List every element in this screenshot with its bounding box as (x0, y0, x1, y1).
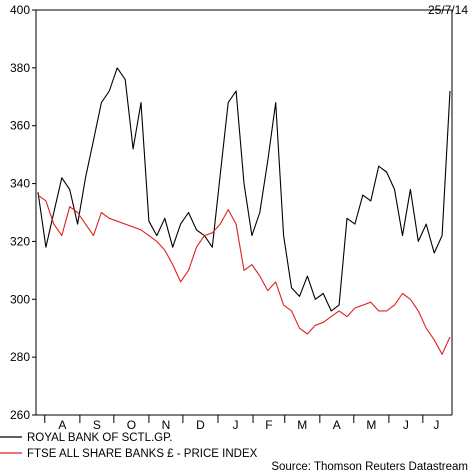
x-tick-label: A (333, 418, 341, 432)
x-tick-label: D (196, 418, 205, 432)
x-tick-label: O (127, 418, 136, 432)
x-tick-label: J (233, 418, 239, 432)
y-tick-label: 280 (10, 350, 30, 364)
x-tick-label: N (162, 418, 171, 432)
legend-label-2: FTSE ALL SHARE BANKS £ - PRICE INDEX (27, 448, 258, 460)
y-tick-label: 300 (10, 292, 30, 306)
x-tick-label: J (403, 418, 409, 432)
x-tick-label: J (433, 418, 439, 432)
y-tick-label: 320 (10, 234, 30, 248)
x-tick-label: M (366, 418, 376, 432)
legend-label-1: ROYAL BANK OF SCTL.GP. (27, 432, 173, 444)
y-tick-label: 400 (10, 3, 30, 17)
x-tick-label: F (265, 418, 272, 432)
y-tick-label: 340 (10, 177, 30, 191)
y-tick-label: 360 (10, 119, 30, 133)
series-line-2 (37, 194, 451, 355)
x-tick-label: S (93, 418, 101, 432)
y-tick-label: 260 (10, 408, 30, 422)
series-line-1 (37, 67, 451, 312)
x-tick-label: A (58, 418, 66, 432)
y-tick-label: 380 (10, 61, 30, 75)
source-label: Source: Thomson Reuters Datastream (271, 461, 468, 473)
x-tick-label: M (297, 418, 307, 432)
